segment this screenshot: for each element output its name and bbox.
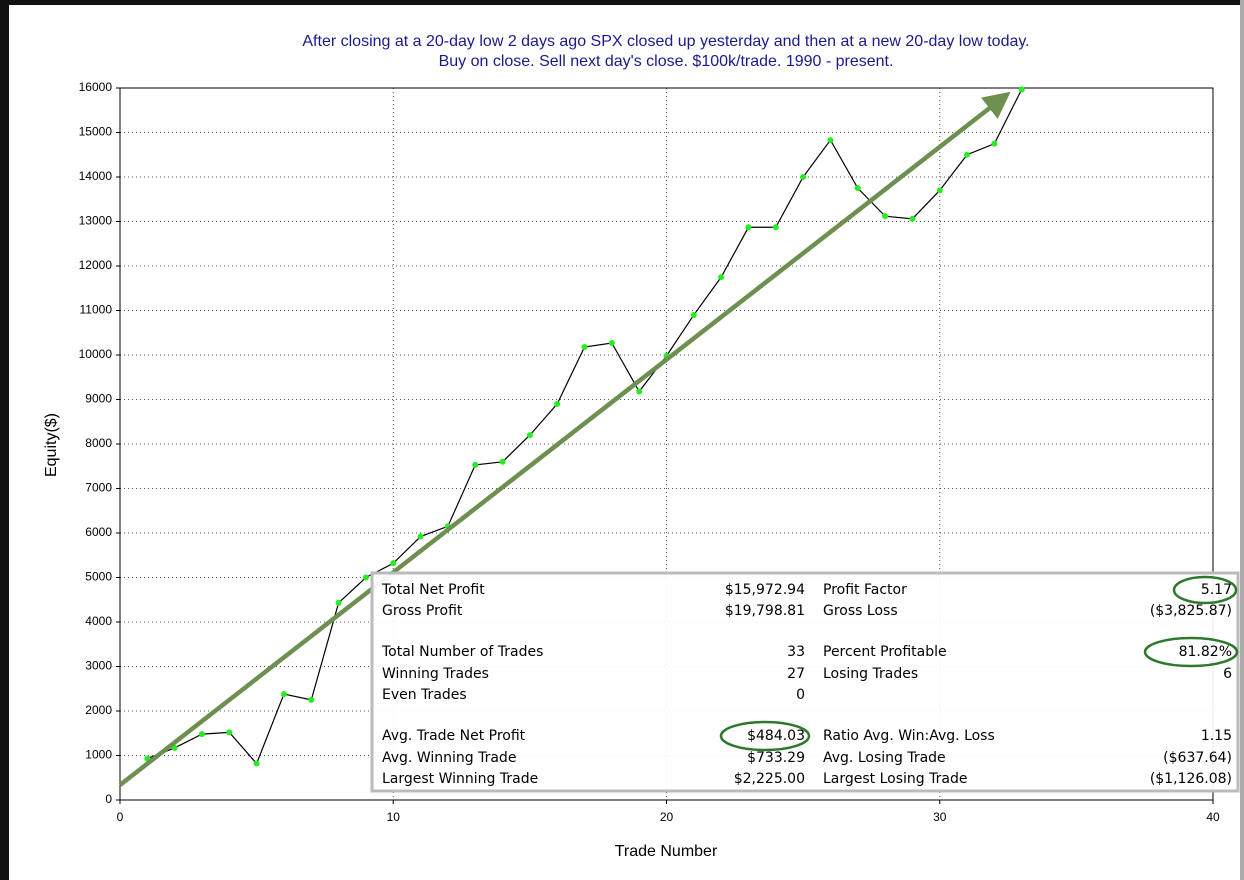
chart-title: After closing at a 20-day low 2 days ago… <box>302 33 1029 50</box>
y-tick-label: 15000 <box>79 125 113 139</box>
stat-label: Largest Losing Trade <box>823 771 967 787</box>
point <box>636 388 643 395</box>
point <box>390 560 397 567</box>
stat-label: Ratio Avg. Win:Avg. Loss <box>823 728 995 744</box>
point <box>854 185 861 192</box>
point <box>608 339 615 346</box>
point <box>253 760 260 767</box>
stat-value: 6 <box>1223 666 1232 682</box>
point <box>772 224 779 231</box>
stat-label: Total Net Profit <box>381 582 485 598</box>
point <box>800 174 807 180</box>
frame-top <box>0 0 1244 5</box>
stat-label: Losing Trades <box>823 666 918 682</box>
y-tick-label: 11000 <box>80 303 113 317</box>
point <box>526 432 533 439</box>
point <box>362 574 369 581</box>
point <box>964 151 971 158</box>
point <box>499 458 506 465</box>
y-tick-label: 1000 <box>85 748 112 762</box>
stat-value: $484.03 <box>747 728 805 744</box>
stats-box <box>370 571 1240 793</box>
stat-label: Winning Trades <box>382 666 489 682</box>
stat-label: Gross Loss <box>823 603 898 619</box>
point <box>417 533 424 540</box>
x-axis-label: Trade Number <box>615 843 718 860</box>
y-tick-label: 0 <box>105 792 112 806</box>
point <box>472 461 479 468</box>
point <box>690 311 697 318</box>
chart-subtitle: Buy on close. Sell next day's close. $10… <box>439 53 894 70</box>
stat-label: Gross Profit <box>382 603 463 619</box>
stat-value: 0 <box>796 687 805 703</box>
highlight <box>1143 636 1239 668</box>
stat-value: $15,972.94 <box>725 582 805 598</box>
y-tick-label: 2000 <box>85 703 112 717</box>
stat-value: $2,225.00 <box>734 771 805 787</box>
stat-label: Even Trades <box>382 687 467 703</box>
stat-value: 33 <box>787 644 805 660</box>
stat-label: Avg. Winning Trade <box>382 750 516 766</box>
point <box>936 187 943 194</box>
x-tick-label: 40 <box>1206 810 1220 824</box>
x-tick-label: 10 <box>387 810 401 824</box>
highlight <box>719 720 811 752</box>
frame-left <box>0 0 9 880</box>
y-tick-label: 9000 <box>85 392 112 406</box>
stat-label: Avg. Losing Trade <box>823 750 946 766</box>
y-tick-label: 12000 <box>79 258 113 272</box>
point <box>335 599 342 606</box>
stat-value: 5.17 <box>1201 582 1232 598</box>
plot-frame <box>119 87 1214 801</box>
frame-right <box>1240 0 1244 880</box>
stat-value: 1.15 <box>1201 728 1232 744</box>
y-tick-label: 5000 <box>85 570 112 584</box>
point <box>745 224 752 231</box>
point <box>991 140 998 147</box>
point <box>1018 86 1025 93</box>
stat-value: 27 <box>787 666 805 682</box>
stat-value: ($3,825.87) <box>1150 603 1232 619</box>
point <box>718 274 725 281</box>
y-tick-label: 14000 <box>79 169 113 183</box>
point <box>581 343 588 350</box>
point <box>554 400 561 407</box>
y-tick-label: 4000 <box>85 614 112 628</box>
point <box>308 696 315 703</box>
stat-value: ($1,126.08) <box>1150 771 1232 787</box>
stat-value: $19,798.81 <box>725 603 805 619</box>
stat-label: Avg. Trade Net Profit <box>382 728 526 744</box>
trend-arrow <box>118 91 1011 787</box>
y-tick-label: 10000 <box>79 347 113 361</box>
y-tick-label: 6000 <box>85 525 112 539</box>
y-tick-label: 7000 <box>85 481 112 495</box>
x-tick-label: 0 <box>117 810 124 824</box>
stat-label: Total Number of Trades <box>381 644 543 660</box>
point <box>882 213 889 220</box>
point <box>226 729 233 736</box>
point <box>198 731 205 738</box>
y-tick-label: 3000 <box>85 659 112 673</box>
y-tick-label: 8000 <box>85 436 112 450</box>
point <box>827 137 834 144</box>
y-tick-label: 16000 <box>79 80 113 94</box>
y-tick-label: 13000 <box>79 214 113 228</box>
stat-value: 81.82% <box>1179 644 1232 660</box>
point <box>909 215 916 222</box>
y-axis-label: Equity($) <box>43 413 60 477</box>
point <box>280 691 287 698</box>
stat-label: Profit Factor <box>823 582 907 598</box>
stat-label: Largest Winning Trade <box>382 771 538 787</box>
stat-value: $733.29 <box>747 750 805 766</box>
stat-value: ($637.64) <box>1163 750 1232 766</box>
highlight <box>1172 575 1238 605</box>
x-tick-label: 20 <box>660 810 674 824</box>
stat-label: Percent Profitable <box>823 644 947 660</box>
x-tick-label: 30 <box>933 810 947 824</box>
